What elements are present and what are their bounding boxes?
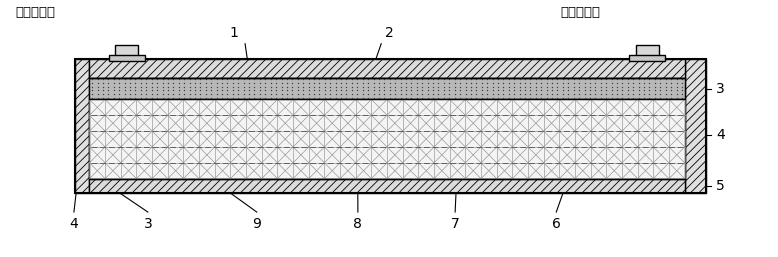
Bar <box>685 59 706 193</box>
Bar <box>89 59 685 78</box>
Bar <box>636 45 659 59</box>
Bar <box>89 78 685 99</box>
Text: 3: 3 <box>143 217 152 231</box>
Text: 4: 4 <box>69 217 79 231</box>
Bar <box>109 54 145 61</box>
Bar <box>89 179 685 193</box>
Text: 2: 2 <box>384 26 394 40</box>
Text: 4: 4 <box>716 128 725 142</box>
Bar <box>115 45 138 59</box>
Text: 1: 1 <box>229 26 238 40</box>
Text: 6: 6 <box>552 217 561 231</box>
Text: 8: 8 <box>353 217 363 231</box>
Text: 冷却液入口: 冷却液入口 <box>16 6 55 20</box>
Text: 3: 3 <box>716 81 725 96</box>
Text: 5: 5 <box>716 179 725 193</box>
Bar <box>75 59 706 193</box>
Text: 冷却液出口: 冷却液出口 <box>560 6 600 20</box>
Text: 9: 9 <box>252 217 261 231</box>
Bar <box>89 99 685 179</box>
Bar <box>629 54 665 61</box>
Bar <box>75 59 89 193</box>
Text: 7: 7 <box>450 217 460 231</box>
